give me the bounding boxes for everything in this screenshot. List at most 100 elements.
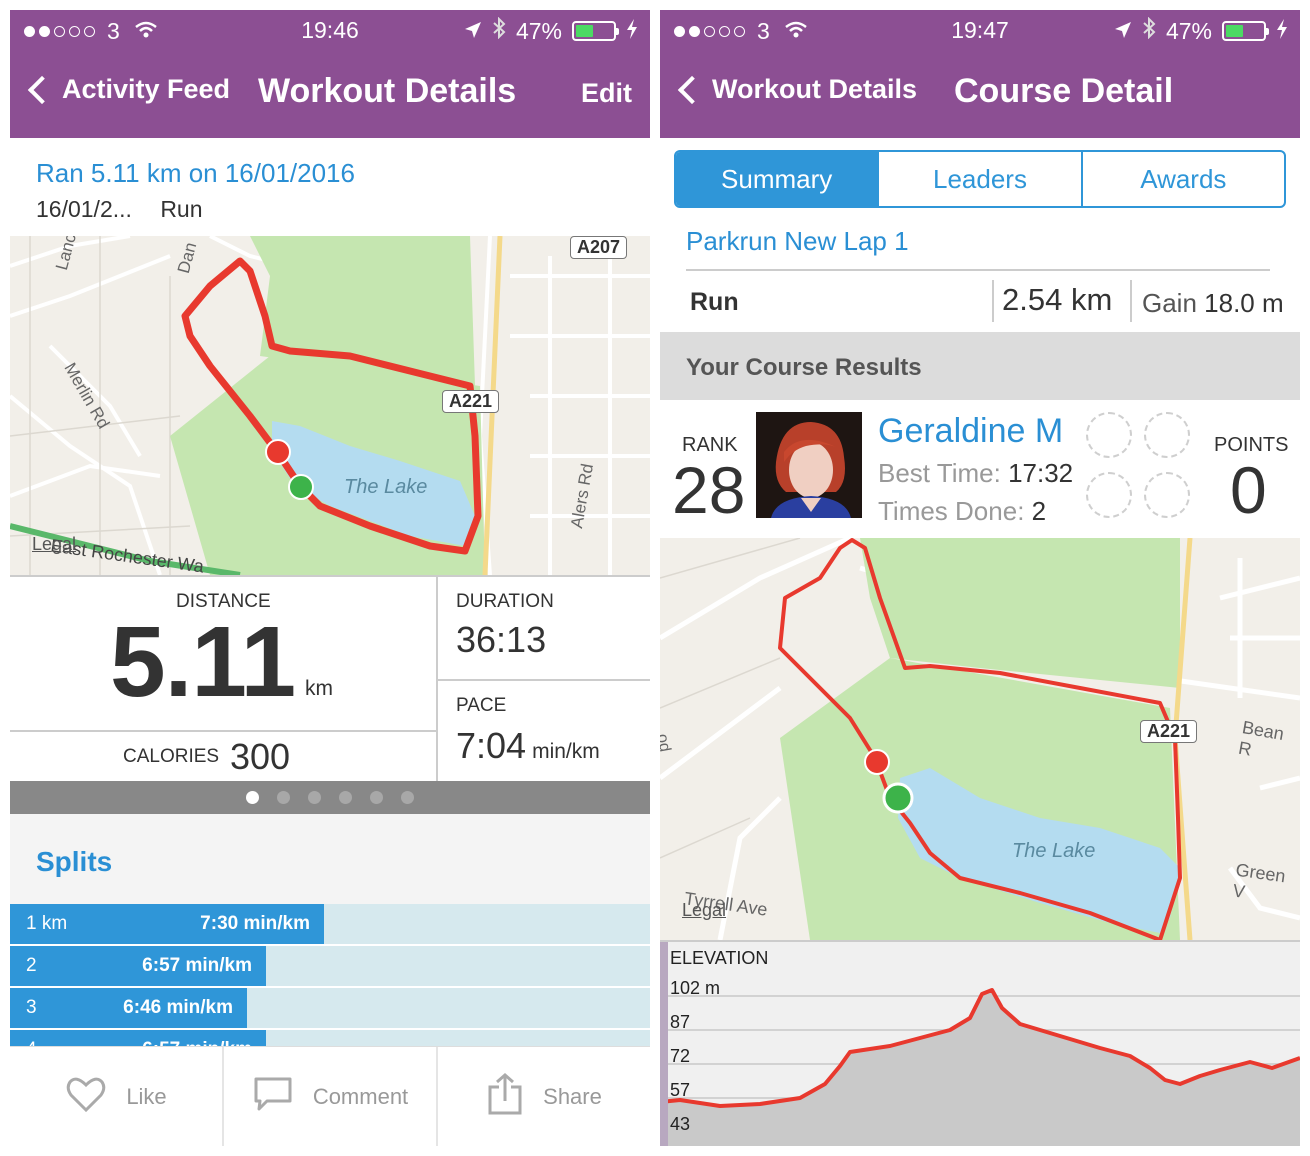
elevation-chart: ELEVATION 102 m 87 72 57 43 (660, 940, 1300, 1146)
road-label-a207: A207 (570, 236, 628, 259)
carrier-name: 3 (757, 18, 770, 44)
results-header: Your Course Results (660, 332, 1300, 400)
splits-header: Splits (10, 814, 650, 904)
page-dot[interactable] (308, 791, 321, 804)
status-time: 19:46 (301, 17, 359, 43)
page-dot[interactable] (370, 791, 383, 804)
comment-label: Comment (312, 1084, 409, 1109)
course-gain: Gain 18.0 m (1142, 288, 1284, 319)
gain-label: Gain (1142, 288, 1197, 318)
edit-button[interactable]: Edit (581, 78, 632, 108)
page-dot[interactable] (277, 791, 290, 804)
avatar[interactable] (756, 412, 862, 518)
back-button[interactable]: Activity Feed (24, 74, 230, 105)
elevation-tick: 57 (670, 1080, 691, 1100)
stats-panel: DISTANCE 5.11 km CALORIES 300 DURATION 3… (10, 575, 650, 781)
tab-summary[interactable]: Summary (676, 152, 878, 206)
runner-name[interactable]: Geraldine M (878, 412, 1064, 450)
page-dot[interactable] (401, 791, 414, 804)
distance-value: 5.11 (110, 606, 296, 718)
calories-value: 300 (230, 736, 291, 777)
elevation-title: ELEVATION (670, 948, 769, 968)
share-button[interactable]: Share (438, 1047, 650, 1146)
charging-icon (1276, 18, 1288, 45)
page-dot[interactable] (246, 791, 259, 804)
course-map[interactable]: A221 Bean R The Lake Green V Tyrrell Ave… (660, 538, 1300, 940)
page-title: Workout Details (258, 72, 517, 110)
gain-value: 18.0 m (1204, 288, 1284, 318)
bluetooth-icon (1142, 16, 1156, 45)
chevron-left-icon (677, 75, 707, 104)
battery-percent: 47% (515, 17, 562, 44)
badge-placeholder (1086, 472, 1132, 518)
share-icon (487, 1073, 523, 1121)
points-value: 0 (1230, 453, 1267, 527)
split-pace: 7:30 min/km (200, 913, 310, 934)
status-bar: 3 19:47 47% (660, 10, 1300, 50)
lake-label: The Lake (344, 476, 428, 498)
tab-awards[interactable]: Awards (1080, 152, 1284, 206)
charging-icon (626, 18, 638, 45)
split-bar: 3 6:46 min/km (10, 988, 247, 1028)
times-done-label: Times Done: (878, 496, 1025, 526)
wifi-icon (784, 18, 808, 45)
split-row: 1 km 7:30 min/km (10, 904, 650, 944)
rank-value: 28 (672, 453, 746, 527)
distance-label: DISTANCE (176, 591, 271, 612)
split-number: 1 km (26, 913, 68, 934)
battery-fill (576, 25, 593, 37)
page-indicator[interactable] (10, 781, 650, 814)
route-map[interactable]: A207 A221 Lanc Dan Merlin Rd The Lake Al… (10, 236, 650, 575)
splits-title: Splits (36, 846, 113, 877)
calories-row: CALORIES 300 (10, 730, 436, 781)
carrier-name: 3 (107, 18, 120, 44)
duration-label: DURATION (456, 591, 554, 612)
course-detail-screen: 3 19:47 47% Workout Details Course Detai… (660, 10, 1300, 1146)
map-legal-link[interactable]: Legal (32, 534, 77, 554)
course-summary-row: Run 2.54 km Gain 18.0 m (690, 280, 1290, 332)
battery-percent: 47% (1165, 17, 1212, 44)
badge-placeholder (1144, 472, 1190, 518)
pace-number: 7:04 (456, 725, 527, 766)
share-label: Share (543, 1084, 602, 1109)
pace-value: 7:04 min/km (456, 725, 600, 767)
divider (992, 280, 994, 322)
lake-label: The Lake (1012, 840, 1096, 862)
battery-icon (1222, 21, 1269, 41)
map-legal-link[interactable]: Legal (682, 900, 727, 920)
bluetooth-icon (492, 16, 506, 45)
action-divider (436, 1047, 438, 1146)
nav-bar: Workout Details Course Detail (660, 50, 1300, 138)
wifi-icon (134, 18, 158, 45)
comment-button[interactable]: Comment (224, 1047, 437, 1146)
chevron-left-icon (27, 75, 57, 104)
tab-leaders[interactable]: Leaders (877, 152, 1080, 206)
activity-date: 16/01/2... (36, 196, 132, 222)
battery-fill (1226, 25, 1243, 37)
road-label-a221: A221 (442, 390, 500, 413)
like-label: Like (126, 1084, 167, 1109)
back-button[interactable]: Workout Details (674, 74, 917, 105)
calories-label: CALORIES (123, 746, 220, 767)
back-label: Activity Feed (62, 74, 231, 104)
times-done: Times Done: 2 (878, 496, 1046, 527)
pace-unit: min/km (532, 740, 600, 763)
split-row: 2 6:57 min/km (10, 946, 650, 986)
page-dot[interactable] (339, 791, 352, 804)
elevation-tick: 87 (670, 1012, 691, 1032)
divider (686, 269, 1270, 271)
status-time: 19:47 (951, 17, 1009, 43)
best-time-label: Best Time: (878, 458, 1001, 488)
page-title: Course Detail (954, 72, 1174, 110)
course-type: Run (690, 288, 739, 316)
stats-divider (436, 577, 438, 781)
elevation-tick: 43 (670, 1114, 691, 1134)
action-bar: Like Comment Share (10, 1046, 650, 1146)
distance-unit: km (305, 677, 333, 700)
best-time: Best Time: 17:32 (878, 458, 1073, 489)
like-button[interactable]: Like (10, 1047, 223, 1146)
split-number: 3 (26, 997, 37, 1018)
activity-title[interactable]: Ran 5.11 km on 16/01/2016 (36, 158, 355, 188)
divider (1130, 280, 1132, 322)
signal-strength: 3 (674, 18, 808, 45)
